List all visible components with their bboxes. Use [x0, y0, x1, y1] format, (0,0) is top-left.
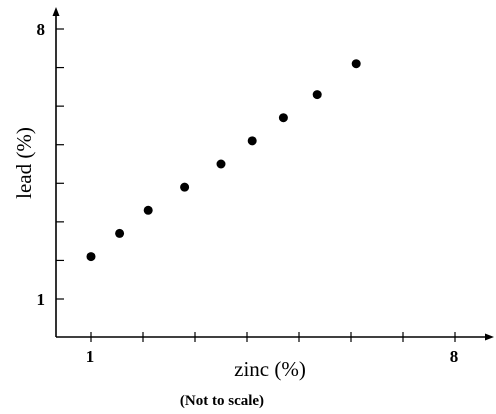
data-point-8 — [312, 90, 322, 100]
y-tick-label-8: 8 — [37, 20, 46, 39]
y-axis-arrow — [52, 7, 60, 16]
x-tick-label-8: 8 — [450, 347, 459, 366]
y-tick-label-1: 1 — [37, 290, 46, 309]
not-to-scale-note: (Not to scale) — [180, 393, 264, 409]
x-tick-label-1: 1 — [86, 347, 95, 366]
y-ticks — [56, 28, 64, 300]
data-point-4 — [180, 182, 190, 192]
data-point-6 — [247, 136, 257, 146]
data-point-2 — [115, 228, 125, 238]
data-point-5 — [216, 159, 226, 169]
x-axis-title: zinc (%) — [234, 357, 306, 381]
data-point-3 — [143, 205, 153, 215]
y-tick-labels: 18 — [37, 20, 46, 309]
data-point-7 — [278, 113, 288, 123]
data-point-9 — [351, 59, 361, 69]
data-point-1 — [86, 252, 96, 262]
data-points — [86, 59, 361, 262]
x-ticks — [90, 332, 456, 342]
x-axis-arrow — [485, 333, 494, 341]
y-axis-title: lead (%) — [12, 127, 36, 199]
